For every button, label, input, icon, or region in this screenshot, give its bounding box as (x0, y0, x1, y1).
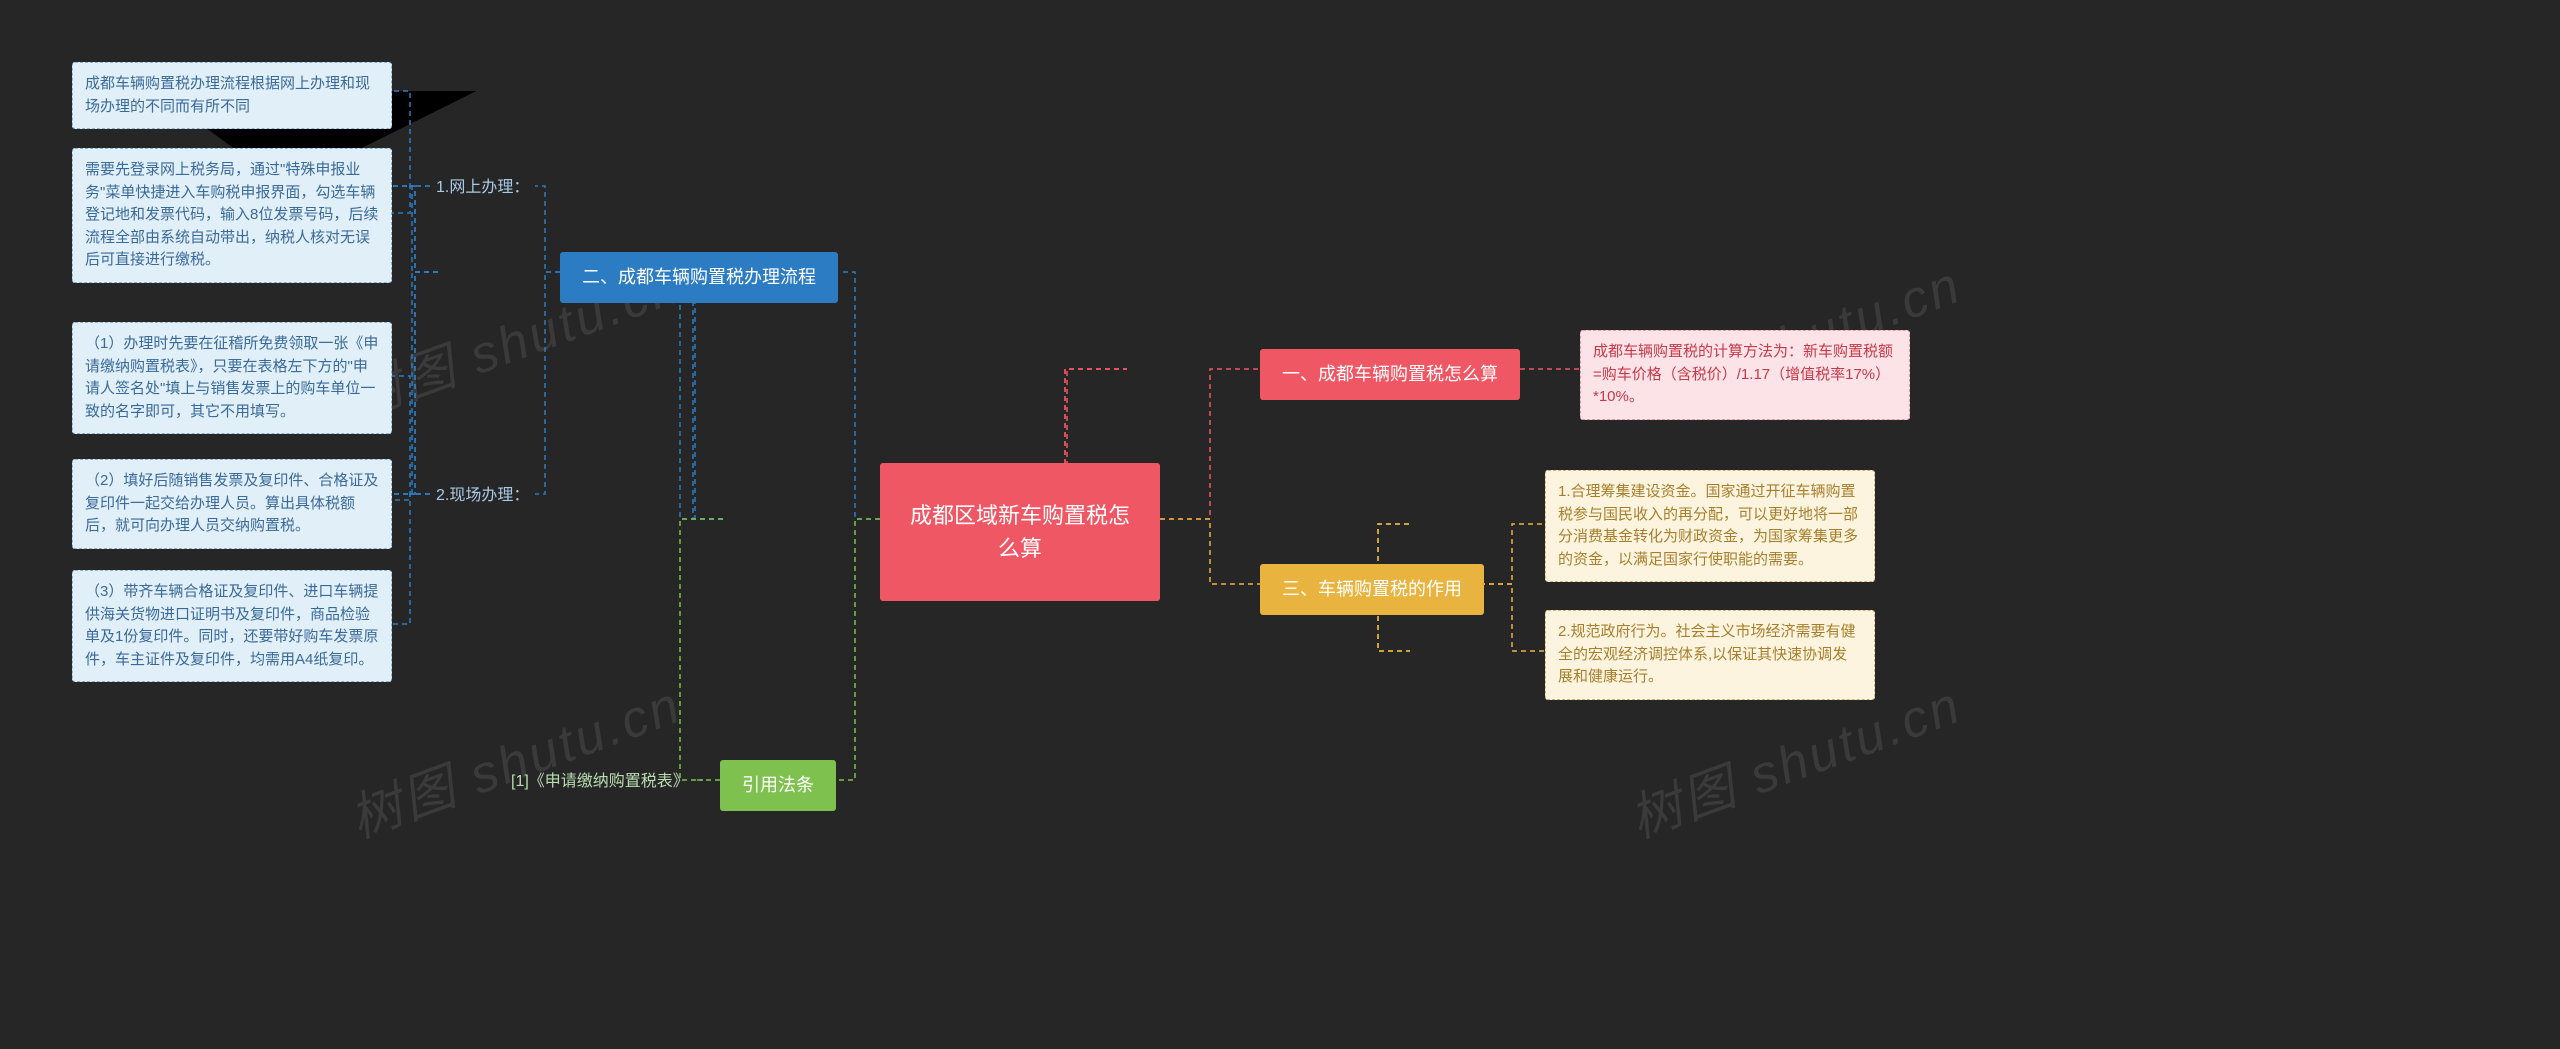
leaf-online-2: 需要先登录网上税务局，通过"特殊申报业务"菜单快捷进入车购税申报界面，勾选车辆登… (72, 148, 392, 283)
sub-quote: [1]《申请缴纳购置税表》 (505, 766, 695, 798)
leaf-online-1: 成都车辆购置税办理流程根据网上办理和现场办理的不同而有所不同 (72, 62, 392, 129)
leaf-sec1-1: 成都车辆购置税的计算方法为：新车购置税额=购车价格（含税价）/1.17（增值税率… (1580, 330, 1910, 420)
sub-onsite: 2.现场办理： (430, 480, 535, 512)
leaf-onsite-2: （2）填好后随销售发票及复印件、合格证及复印件一起交给办理人员。算出具体税额后，… (72, 459, 392, 549)
watermark: 树图 shutu.cn (338, 663, 691, 853)
root-node: 成都区域新车购置税怎么算 (880, 463, 1160, 601)
leaf-sec3-2: 2.规范政府行为。社会主义市场经济需要有健全的宏观经济调控体系,以保证其快速协调… (1545, 610, 1875, 700)
leaf-onsite-1: （1）办理时先要在征稽所免费领取一张《申请缴纳购置税表》，只要在表格左下方的"申… (72, 322, 392, 434)
leaf-sec3-1: 1.合理筹集建设资金。国家通过开征车辆购置税参与国民收入的再分配，可以更好地将一… (1545, 470, 1875, 582)
branch-sec2: 二、成都车辆购置税办理流程 (560, 252, 838, 303)
branch-sec1: 一、成都车辆购置税怎么算 (1260, 349, 1520, 400)
branch-sec3: 三、车辆购置税的作用 (1260, 564, 1484, 615)
leaf-onsite-3: （3）带齐车辆合格证及复印件、进口车辆提供海关货物进口证明书及复印件，商品检验单… (72, 570, 392, 682)
branch-quote: 引用法条 (720, 760, 836, 811)
sub-online: 1.网上办理： (430, 172, 535, 204)
